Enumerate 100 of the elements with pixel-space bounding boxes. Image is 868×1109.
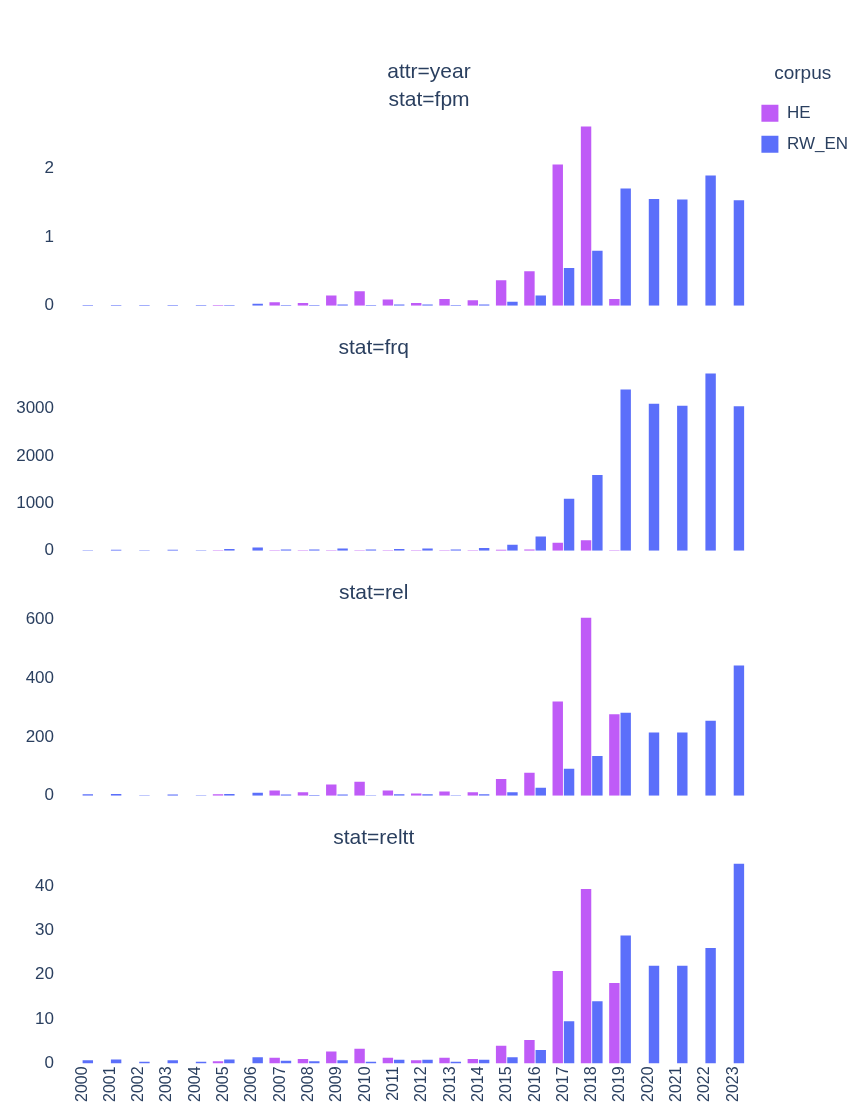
bar [592, 474, 603, 551]
bar [337, 1060, 348, 1064]
bar [354, 1048, 365, 1064]
x-tick-label: 2015 [497, 1066, 515, 1102]
bar [677, 732, 688, 796]
bar [609, 714, 620, 796]
bar [552, 164, 563, 306]
bar [580, 540, 592, 551]
y-tick-label: 400 [25, 667, 54, 687]
bar [648, 198, 660, 306]
bar [563, 1021, 575, 1064]
bar [507, 1057, 518, 1064]
bar [648, 403, 660, 551]
bar [648, 732, 660, 796]
bar [580, 888, 592, 1064]
x-tick-label: 2011 [383, 1066, 401, 1101]
bar [439, 298, 450, 306]
bar [733, 200, 745, 306]
bar [535, 295, 546, 306]
x-tick-label: 2013 [440, 1066, 458, 1102]
x-tick-label: 2019 [610, 1066, 628, 1102]
y-tick-label: 0 [44, 785, 54, 805]
bar [269, 302, 280, 306]
x-tick-label: 2007 [270, 1066, 288, 1102]
chart-title: stat=frq [338, 335, 410, 359]
y-tick-label: 10 [35, 1008, 54, 1028]
bar [552, 701, 563, 796]
bar [439, 1057, 450, 1064]
bar [677, 965, 688, 1064]
bar [677, 199, 688, 306]
bar [705, 175, 716, 306]
y-tick-label: 40 [35, 875, 54, 895]
bar [648, 965, 660, 1064]
x-tick-label: 2023 [723, 1066, 741, 1102]
bar [733, 406, 745, 551]
bar [535, 1050, 546, 1064]
bar [620, 188, 631, 306]
bar [524, 271, 535, 306]
bar [524, 1039, 535, 1064]
chart-title: attr=year [387, 59, 471, 83]
x-tick-label: 2001 [100, 1066, 118, 1102]
x-tick-label: 2012 [412, 1066, 430, 1102]
x-tick-label: 2008 [299, 1066, 317, 1102]
bar [552, 971, 563, 1064]
bar [733, 863, 745, 1064]
bar [167, 1060, 178, 1064]
bar [82, 1060, 94, 1064]
bar [326, 1051, 337, 1064]
x-tick-label: 2003 [157, 1066, 175, 1102]
bar [269, 1057, 280, 1064]
y-tick-label: 30 [35, 919, 54, 939]
x-tick-label: 2000 [72, 1066, 90, 1102]
bar [563, 498, 575, 551]
bar [733, 665, 745, 796]
y-tick-label: 200 [25, 726, 54, 746]
x-tick-label: 2021 [667, 1066, 685, 1102]
y-tick-label: 1000 [16, 493, 54, 513]
y-tick-label: 20 [35, 964, 54, 984]
bar [609, 298, 620, 306]
x-tick-label: 2005 [214, 1066, 232, 1102]
bar [592, 756, 603, 796]
bar [410, 1060, 422, 1064]
x-tick-label: 2016 [525, 1066, 543, 1102]
bar [620, 389, 631, 551]
y-tick-label: 2 [44, 157, 54, 177]
bar [580, 126, 592, 306]
x-tick-label: 2009 [327, 1066, 345, 1102]
bar [524, 772, 535, 796]
bar [580, 617, 592, 796]
legend-title: corpus [774, 61, 832, 83]
y-tick-label: 0 [44, 295, 54, 315]
bar [326, 295, 337, 306]
bar [620, 712, 631, 796]
legend-label: RW_EN [786, 133, 849, 153]
chart-subtitle: stat=fpm [388, 86, 470, 110]
y-tick-label: 0 [44, 1053, 54, 1073]
bar [620, 935, 631, 1064]
y-tick-label: 2000 [16, 445, 54, 465]
bar [705, 947, 716, 1064]
bar [705, 373, 716, 551]
x-tick-label: 2004 [185, 1066, 203, 1102]
bar [495, 779, 507, 796]
x-tick-label: 2018 [582, 1066, 600, 1102]
bar [563, 768, 575, 796]
bar [705, 720, 716, 796]
y-tick-label: 3000 [16, 398, 54, 418]
bar [609, 983, 620, 1064]
legend-label: HE [786, 102, 811, 122]
y-tick-label: 1 [44, 226, 54, 246]
bar [224, 1059, 235, 1064]
bar [439, 791, 450, 796]
bar [252, 547, 263, 551]
bar [252, 1057, 263, 1064]
bar [495, 280, 507, 306]
y-tick-label: 0 [44, 540, 54, 560]
x-tick-label: 2022 [695, 1066, 713, 1102]
bar [592, 1001, 603, 1064]
x-tick-label: 2010 [355, 1066, 373, 1102]
x-tick-label: 2017 [553, 1066, 571, 1102]
bar [563, 267, 575, 306]
